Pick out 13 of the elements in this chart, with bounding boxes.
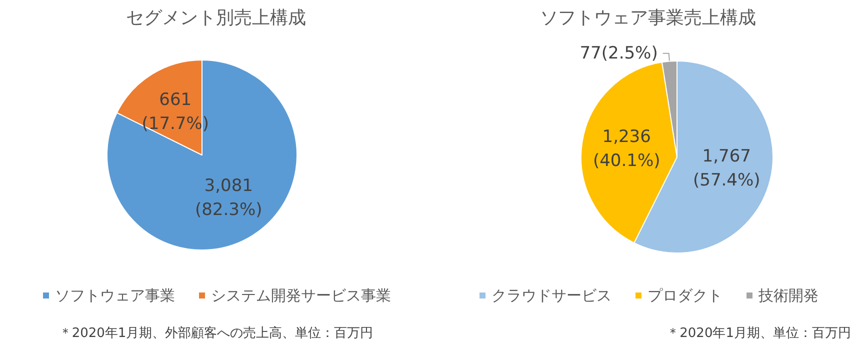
- legend-label: 技術開発: [758, 286, 818, 304]
- legend-label: プロダクト: [648, 286, 722, 304]
- data-label: 1,236 (40.1%): [592, 127, 660, 172]
- chart-title: ソフトウェア事業売上構成: [540, 8, 756, 28]
- data-label: 1,767 (57.4%): [693, 146, 760, 191]
- data-label: 77(2.5%): [580, 43, 658, 64]
- text: ＊2020年1月期、外部顧客への売上高、単位：百万円: [58, 325, 374, 341]
- legend-label: ソフトウェア事業: [55, 286, 175, 304]
- legend-label: システム開発サービス事業: [211, 286, 391, 304]
- legend-label: クラウドサービス: [492, 286, 612, 304]
- chart-title: セグメント別売上構成: [126, 8, 306, 28]
- text: ＊2020年1月期、単位：百万円: [666, 326, 852, 341]
- data-label: 3,081 (82.3%): [194, 176, 262, 220]
